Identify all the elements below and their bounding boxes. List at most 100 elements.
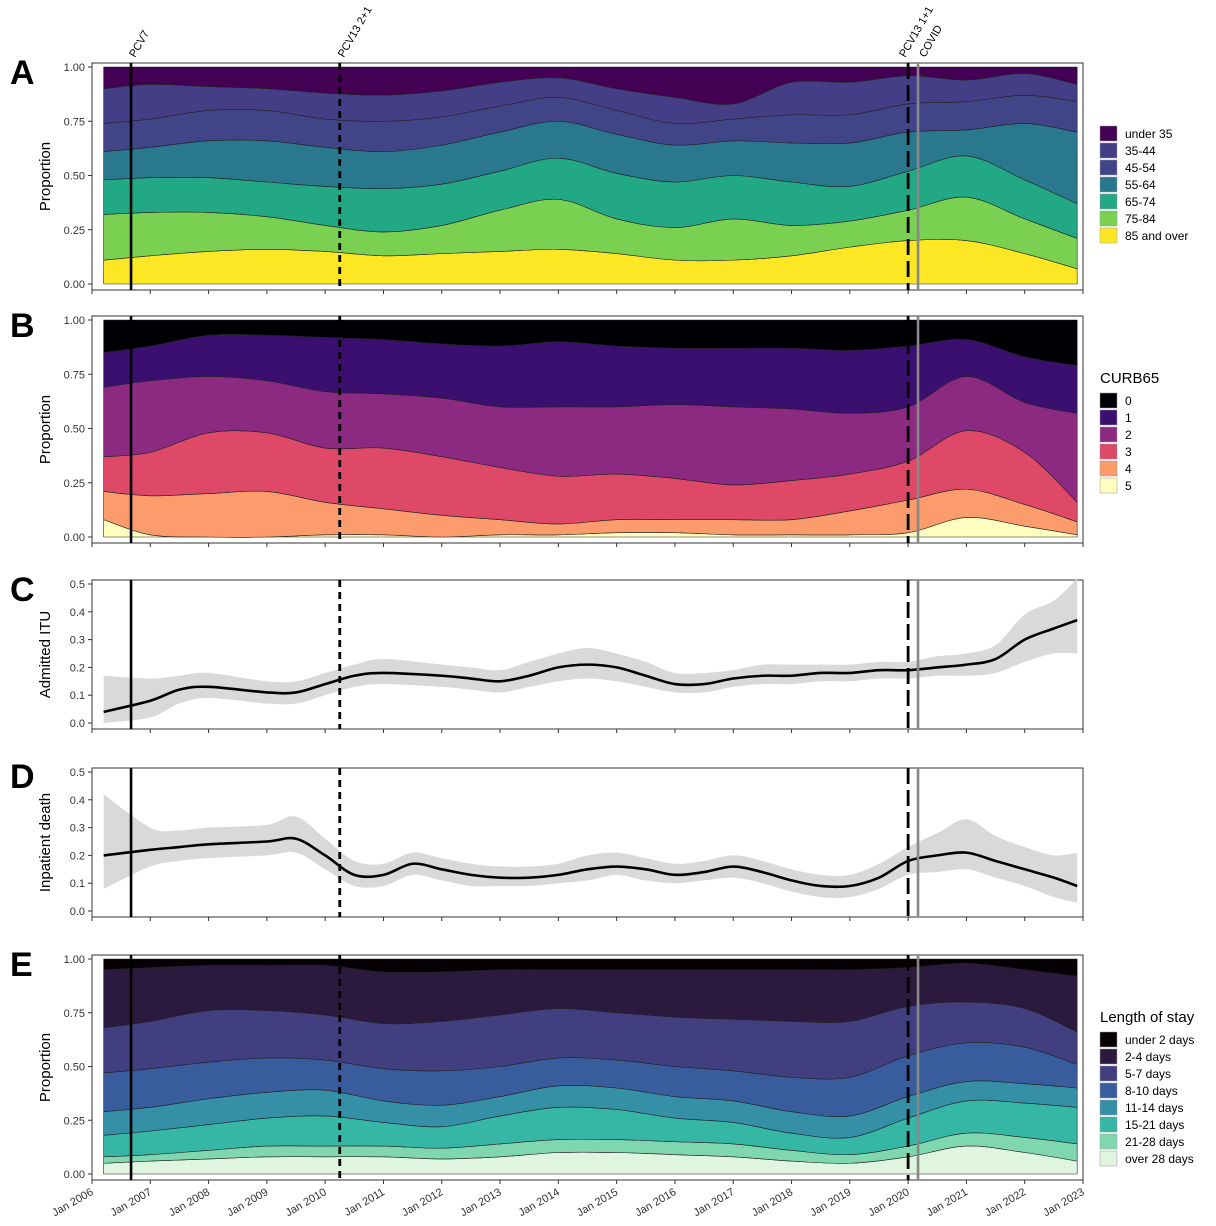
y-tick-label: 1.00 (64, 62, 85, 74)
x-tick-label: Jan 2015 (575, 1186, 620, 1219)
legend: CURB65 0 1 2 3 4 5 (1099, 370, 1159, 494)
legend-label: 0 (1125, 394, 1132, 408)
legend-swatch (1099, 1116, 1118, 1133)
y-axis-label: Proportion (37, 142, 54, 211)
legend-swatch (1099, 426, 1118, 443)
legend: Length of stay under 2 days 2-4 days 5-7 da… (1099, 1009, 1195, 1167)
y-tick-label: 0.25 (64, 1115, 85, 1127)
legend-label: over 28 days (1125, 1152, 1194, 1166)
legend-label: 1 (1125, 411, 1132, 425)
legend-swatch (1099, 443, 1118, 460)
legend-label: 11-14 days (1125, 1101, 1183, 1115)
event-label: PCV13 2+1 (336, 5, 375, 60)
legend-label: under 2 days (1125, 1033, 1194, 1047)
y-tick-label: 0.1 (70, 878, 85, 890)
legend-swatch (1099, 142, 1118, 159)
panel-letter: A (10, 54, 35, 92)
panel-b: B Proportion 0.00 0.25 0.50 0.75 1.00 CURB65 0 1 2… (10, 307, 1159, 547)
legend-label: 3 (1125, 445, 1132, 459)
panel-letter: E (10, 946, 33, 984)
x-tick-label: Jan 2023 (1041, 1186, 1086, 1219)
confidence-band (103, 794, 1078, 903)
y-tick-label: 0.0 (70, 718, 85, 730)
y-tick-label: 0.25 (64, 225, 85, 237)
legend-swatch (1099, 1150, 1118, 1167)
legend-label: 85 and over (1125, 229, 1188, 243)
x-tick-label: Jan 2016 (633, 1186, 678, 1219)
x-tick-label: Jan 2007 (109, 1186, 154, 1219)
y-tick-label: 0.5 (70, 579, 85, 591)
y-tick-label: 0.75 (64, 116, 85, 128)
y-tick-label: 0.1 (70, 690, 85, 702)
y-tick-label: 1.00 (64, 954, 85, 966)
y-tick-label: 0.75 (64, 1008, 85, 1020)
y-tick-label: 0.75 (64, 369, 85, 381)
x-tick-label: Jan 2019 (808, 1186, 853, 1219)
legend-swatch (1099, 409, 1118, 426)
legend-label: 5-7 days (1125, 1067, 1171, 1081)
trend-line (103, 836, 1078, 889)
legend-swatch (1099, 176, 1118, 193)
legend-label: 2 (1125, 428, 1132, 442)
x-tick-label: Jan 2021 (925, 1186, 970, 1219)
legend-swatch (1099, 125, 1118, 142)
confidence-band (103, 578, 1078, 723)
legend-label: 5 (1125, 479, 1132, 493)
legend-swatch (1099, 1065, 1118, 1082)
legend-swatch (1099, 1048, 1118, 1065)
y-tick-label: 0.3 (70, 823, 85, 835)
x-tick-label: Jan 2018 (750, 1186, 795, 1219)
y-tick-label: 0.50 (64, 424, 85, 436)
y-tick-label: 0.50 (64, 1062, 85, 1074)
y-axis-label: Proportion (37, 1033, 54, 1102)
panel-letter: B (10, 307, 35, 345)
y-tick-label: 0.0 (70, 906, 85, 918)
legend-swatch (1099, 1082, 1118, 1099)
legend-label: 55-64 (1125, 178, 1156, 192)
y-tick-label: 1.00 (64, 315, 85, 327)
panel-a: A Proportion 0.00 0.25 0.50 0.75 1.00 under 35 3… (10, 54, 1188, 294)
legend-title: Length of stay (1100, 1009, 1195, 1026)
y-axis-label: Admitted ITU (37, 611, 54, 699)
x-tick-label: Jan 2010 (283, 1186, 328, 1219)
y-tick-label: 0.4 (70, 607, 85, 619)
x-tick-label: Jan 2013 (458, 1186, 503, 1219)
y-tick-label: 0.2 (70, 662, 85, 674)
y-tick-label: 0.00 (64, 1169, 85, 1181)
y-tick-label: 0.5 (70, 767, 85, 779)
legend-swatch (1099, 227, 1118, 244)
panel-letter: D (10, 758, 35, 796)
legend-swatch (1099, 460, 1118, 477)
x-tick-label: Jan 2012 (400, 1186, 445, 1219)
legend-swatch (1099, 392, 1118, 409)
area-under-35 (103, 66, 1078, 105)
y-tick-label: 0.00 (64, 532, 85, 544)
legend-swatch (1099, 159, 1118, 176)
x-tick-label: Jan 2014 (517, 1186, 562, 1219)
trend-line (103, 618, 1078, 714)
legend-swatch (1099, 477, 1118, 494)
x-tick-label: Jan 2009 (225, 1186, 270, 1219)
x-tick-label: Jan 2011 (342, 1186, 386, 1219)
area-0 (103, 319, 1078, 366)
legend: under 35 35-44 45-54 55-64 65-74 75-84 85 and … (1099, 125, 1188, 244)
legend-label: 75-84 (1125, 212, 1156, 226)
legend-label: 45-54 (1125, 161, 1156, 175)
legend-label: 15-21 days (1125, 1118, 1184, 1132)
y-tick-label: 0.4 (70, 795, 85, 807)
legend-title: CURB65 (1100, 370, 1159, 387)
legend-label: 8-10 days (1125, 1084, 1178, 1098)
x-tick-label: Jan 2006 (50, 1186, 95, 1219)
y-axis-label: Inpatient death (37, 793, 54, 892)
legend-label: 21-28 days (1125, 1135, 1184, 1149)
legend-label: 65-74 (1125, 195, 1156, 209)
x-axis-labels: Jan 2006 Jan 2007 Jan 2008 Jan 2009 Jan 2010… (50, 1186, 1086, 1219)
legend-swatch (1099, 1031, 1118, 1048)
event-label: PCV7 (127, 29, 152, 60)
legend-label: under 35 (1125, 127, 1173, 141)
x-tick-label: Jan 2008 (167, 1186, 212, 1219)
panel-letter: C (10, 571, 35, 609)
